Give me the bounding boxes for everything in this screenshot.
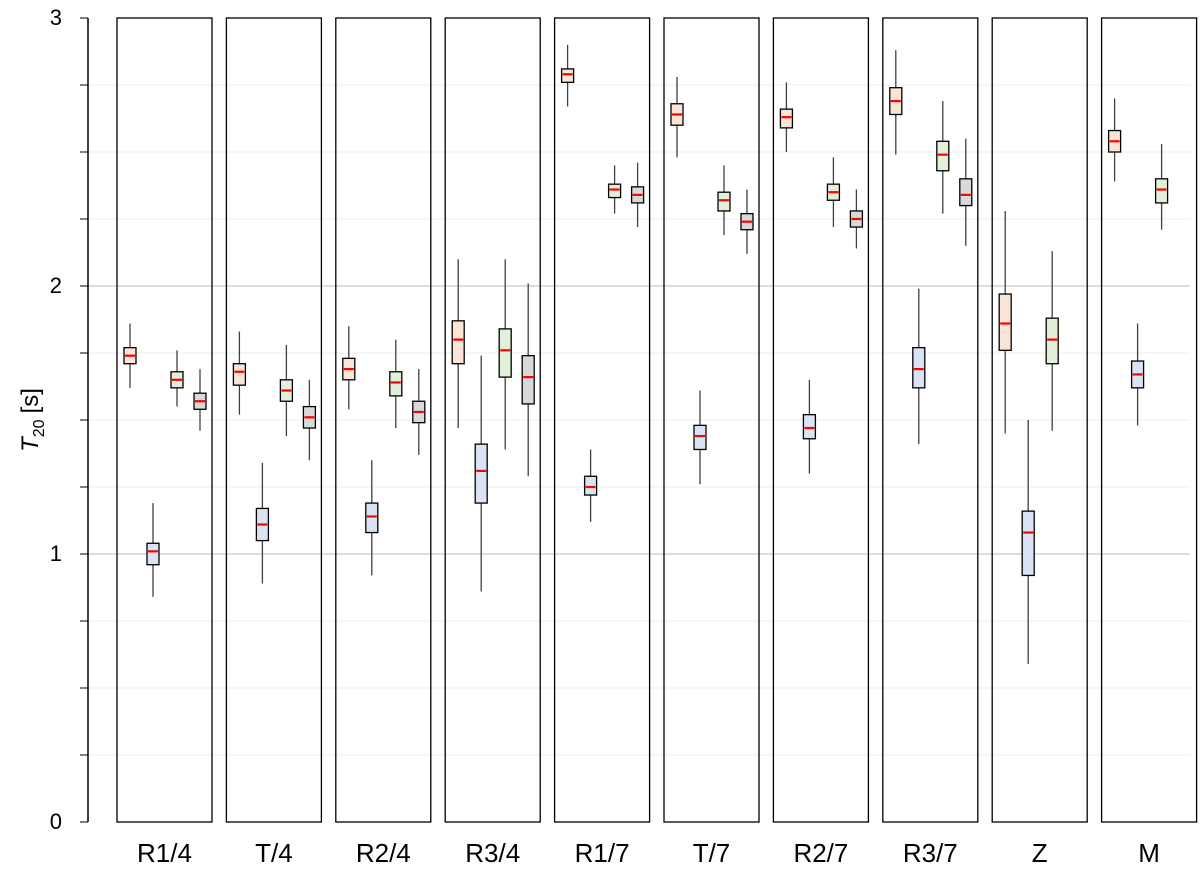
- group-panel: [772, 17, 870, 823]
- group-panel: [225, 17, 323, 823]
- box: [1045, 317, 1059, 365]
- group-panel: [335, 17, 432, 823]
- group-panel: [991, 17, 1088, 823]
- box: [717, 191, 731, 212]
- box: [521, 355, 535, 405]
- group-label: T/7: [693, 838, 731, 868]
- gridlines: [88, 84, 1190, 756]
- group-panels: [116, 17, 1198, 823]
- box: [1021, 510, 1035, 577]
- group-panel: [116, 17, 213, 823]
- x-axis-labels: R1/4 T/4 R2/4 R3/4 R1/7 T/7 R2/7 R3/7 Z M: [137, 838, 1160, 868]
- group-label: Z: [1032, 838, 1048, 868]
- y-tick-label: 0: [50, 809, 62, 834]
- group-label: M: [1138, 838, 1160, 868]
- group-label: R2/7: [793, 838, 848, 868]
- box: [560, 68, 575, 83]
- group-panel: [882, 17, 979, 823]
- group-panel: [663, 17, 760, 823]
- box: [1154, 178, 1169, 204]
- group-label: R3/7: [903, 838, 958, 868]
- box: [232, 363, 247, 386]
- group-panel: [553, 17, 651, 823]
- group-label: R1/4: [137, 838, 192, 868]
- group-label: R1/7: [575, 838, 630, 868]
- y-axis-label-unit: [s]: [17, 388, 44, 413]
- boxes: [123, 44, 1169, 664]
- box: [146, 542, 160, 566]
- box: [998, 293, 1012, 351]
- y-axis-label-subscript: 20: [31, 419, 48, 437]
- box: [607, 183, 622, 199]
- box: [802, 413, 817, 440]
- y-axis-label-symbol: T: [17, 435, 44, 452]
- box: [936, 140, 950, 172]
- box: [912, 346, 926, 389]
- box: [583, 475, 598, 496]
- box: [959, 178, 973, 207]
- box: [365, 502, 379, 534]
- box: [474, 443, 488, 504]
- y-tick-label: 1: [50, 541, 62, 566]
- y-tick-label: 2: [50, 273, 62, 298]
- box: [498, 328, 512, 378]
- box: [693, 424, 707, 451]
- group-label: R2/4: [356, 838, 411, 868]
- y-axis: 0 1 2 3: [50, 5, 89, 834]
- group-panel: [444, 17, 541, 823]
- box: [389, 371, 403, 397]
- group-label: T/4: [255, 838, 293, 868]
- y-axis-label: T20 [s]: [17, 388, 48, 452]
- y-tick-label: 3: [50, 5, 62, 30]
- group-panel: [1100, 17, 1198, 823]
- box: [779, 108, 794, 129]
- group-label: R3/4: [465, 838, 520, 868]
- box: [451, 320, 465, 365]
